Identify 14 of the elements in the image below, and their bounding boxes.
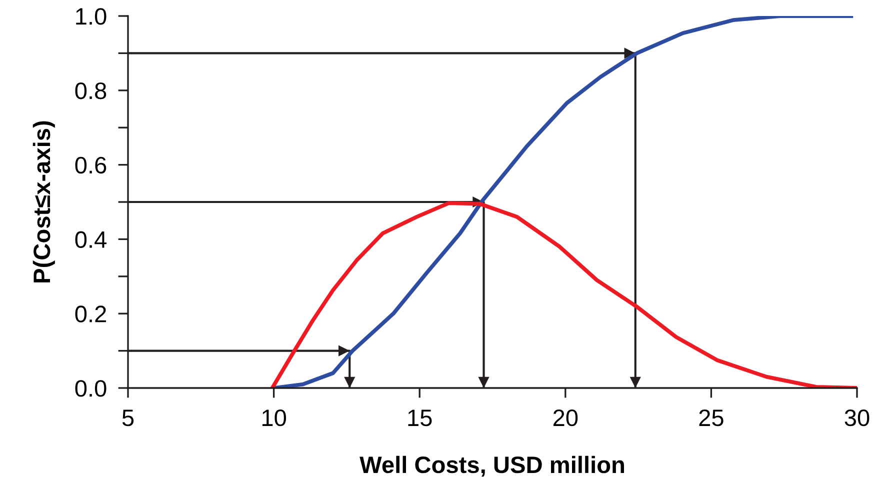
y-axis-title: P(Cost≤x-axis)	[32, 121, 55, 282]
x-tick-label: 10	[262, 409, 286, 426]
x-tick-label: 25	[699, 409, 724, 426]
x-tick-label: 15	[408, 410, 432, 426]
x-axis-title: Well Costs, USD million	[360, 456, 624, 477]
y-tick-label: 0.8	[75, 82, 106, 100]
y-tick-label: 0.2	[75, 306, 106, 322]
y-tick-label: 0.6	[75, 156, 106, 174]
x-tick-label: 20	[553, 409, 578, 426]
x-tick-label: 30	[844, 409, 870, 426]
y-tick-label: 0.4	[75, 231, 106, 248]
x-tick-label: 5	[122, 410, 134, 426]
y-tick-label: 0.0	[75, 380, 106, 397]
y-tick-label: 1.0	[76, 8, 106, 25]
